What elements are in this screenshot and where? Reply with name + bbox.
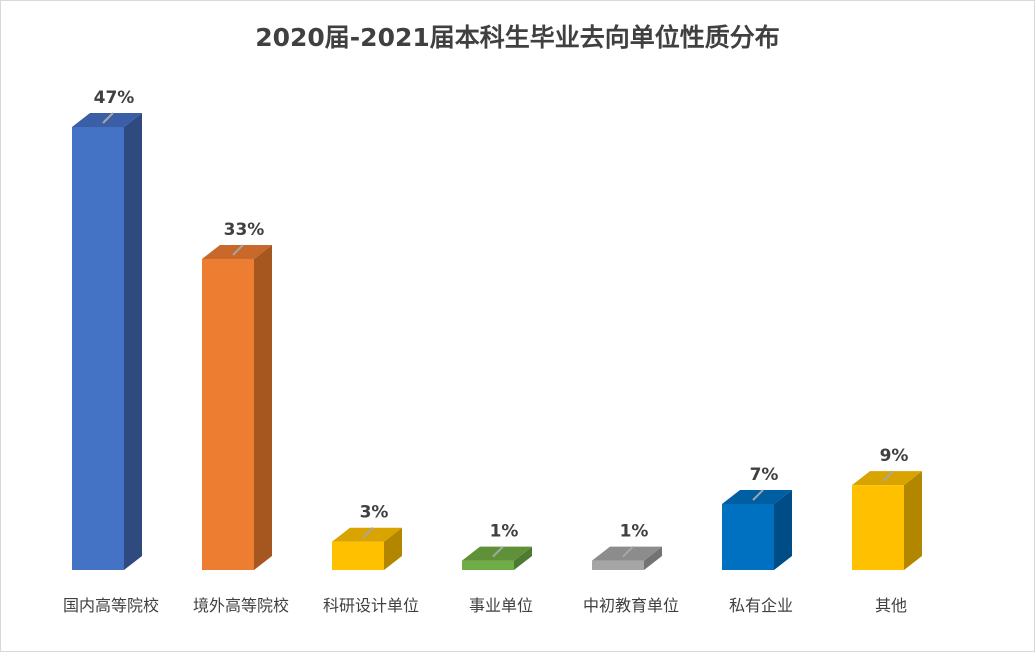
data-label-leader-3: [492, 545, 504, 558]
category-label-0: 国内高等院校: [63, 596, 159, 615]
data-label-3: 1%: [490, 522, 519, 542]
data-label-leader-1: [232, 244, 244, 256]
bar-5: [722, 504, 774, 570]
data-label-2: 3%: [360, 503, 389, 523]
data-label-leader-2: [362, 527, 374, 539]
data-label-6: 9%: [880, 446, 909, 466]
data-label-leader-4: [622, 545, 634, 558]
bar-side-6: [904, 471, 922, 570]
data-label-1: 33%: [224, 220, 265, 240]
bar-0: [72, 127, 124, 570]
bar-6: [852, 485, 904, 570]
category-label-2: 科研设计单位: [323, 596, 419, 615]
chart-title: 2020届-2021届本科生毕业去向单位性质分布: [255, 23, 780, 52]
bar-side-2: [384, 527, 402, 570]
bar-side-3: [514, 546, 532, 570]
data-label-4: 1%: [620, 522, 649, 542]
category-label-1: 境外高等院校: [193, 596, 289, 615]
data-label-leader-0: [102, 112, 114, 124]
bar-side-4: [644, 546, 662, 570]
category-label-3: 事业单位: [469, 596, 533, 615]
data-label-leader-6: [882, 470, 894, 482]
category-label-6: 其他: [875, 596, 907, 615]
category-label-4: 中初教育单位: [583, 596, 679, 615]
bar-2: [332, 541, 384, 570]
bar-side-5: [774, 490, 792, 570]
bar-3: [462, 560, 514, 570]
data-label-5: 7%: [750, 465, 779, 485]
bar-1: [202, 258, 254, 570]
bar-side-1: [254, 244, 272, 570]
category-label-5: 私有企业: [729, 596, 793, 615]
data-label-0: 47%: [94, 88, 135, 108]
bar-side-0: [124, 113, 142, 570]
bar-4: [592, 560, 644, 570]
data-label-leader-5: [752, 489, 764, 501]
